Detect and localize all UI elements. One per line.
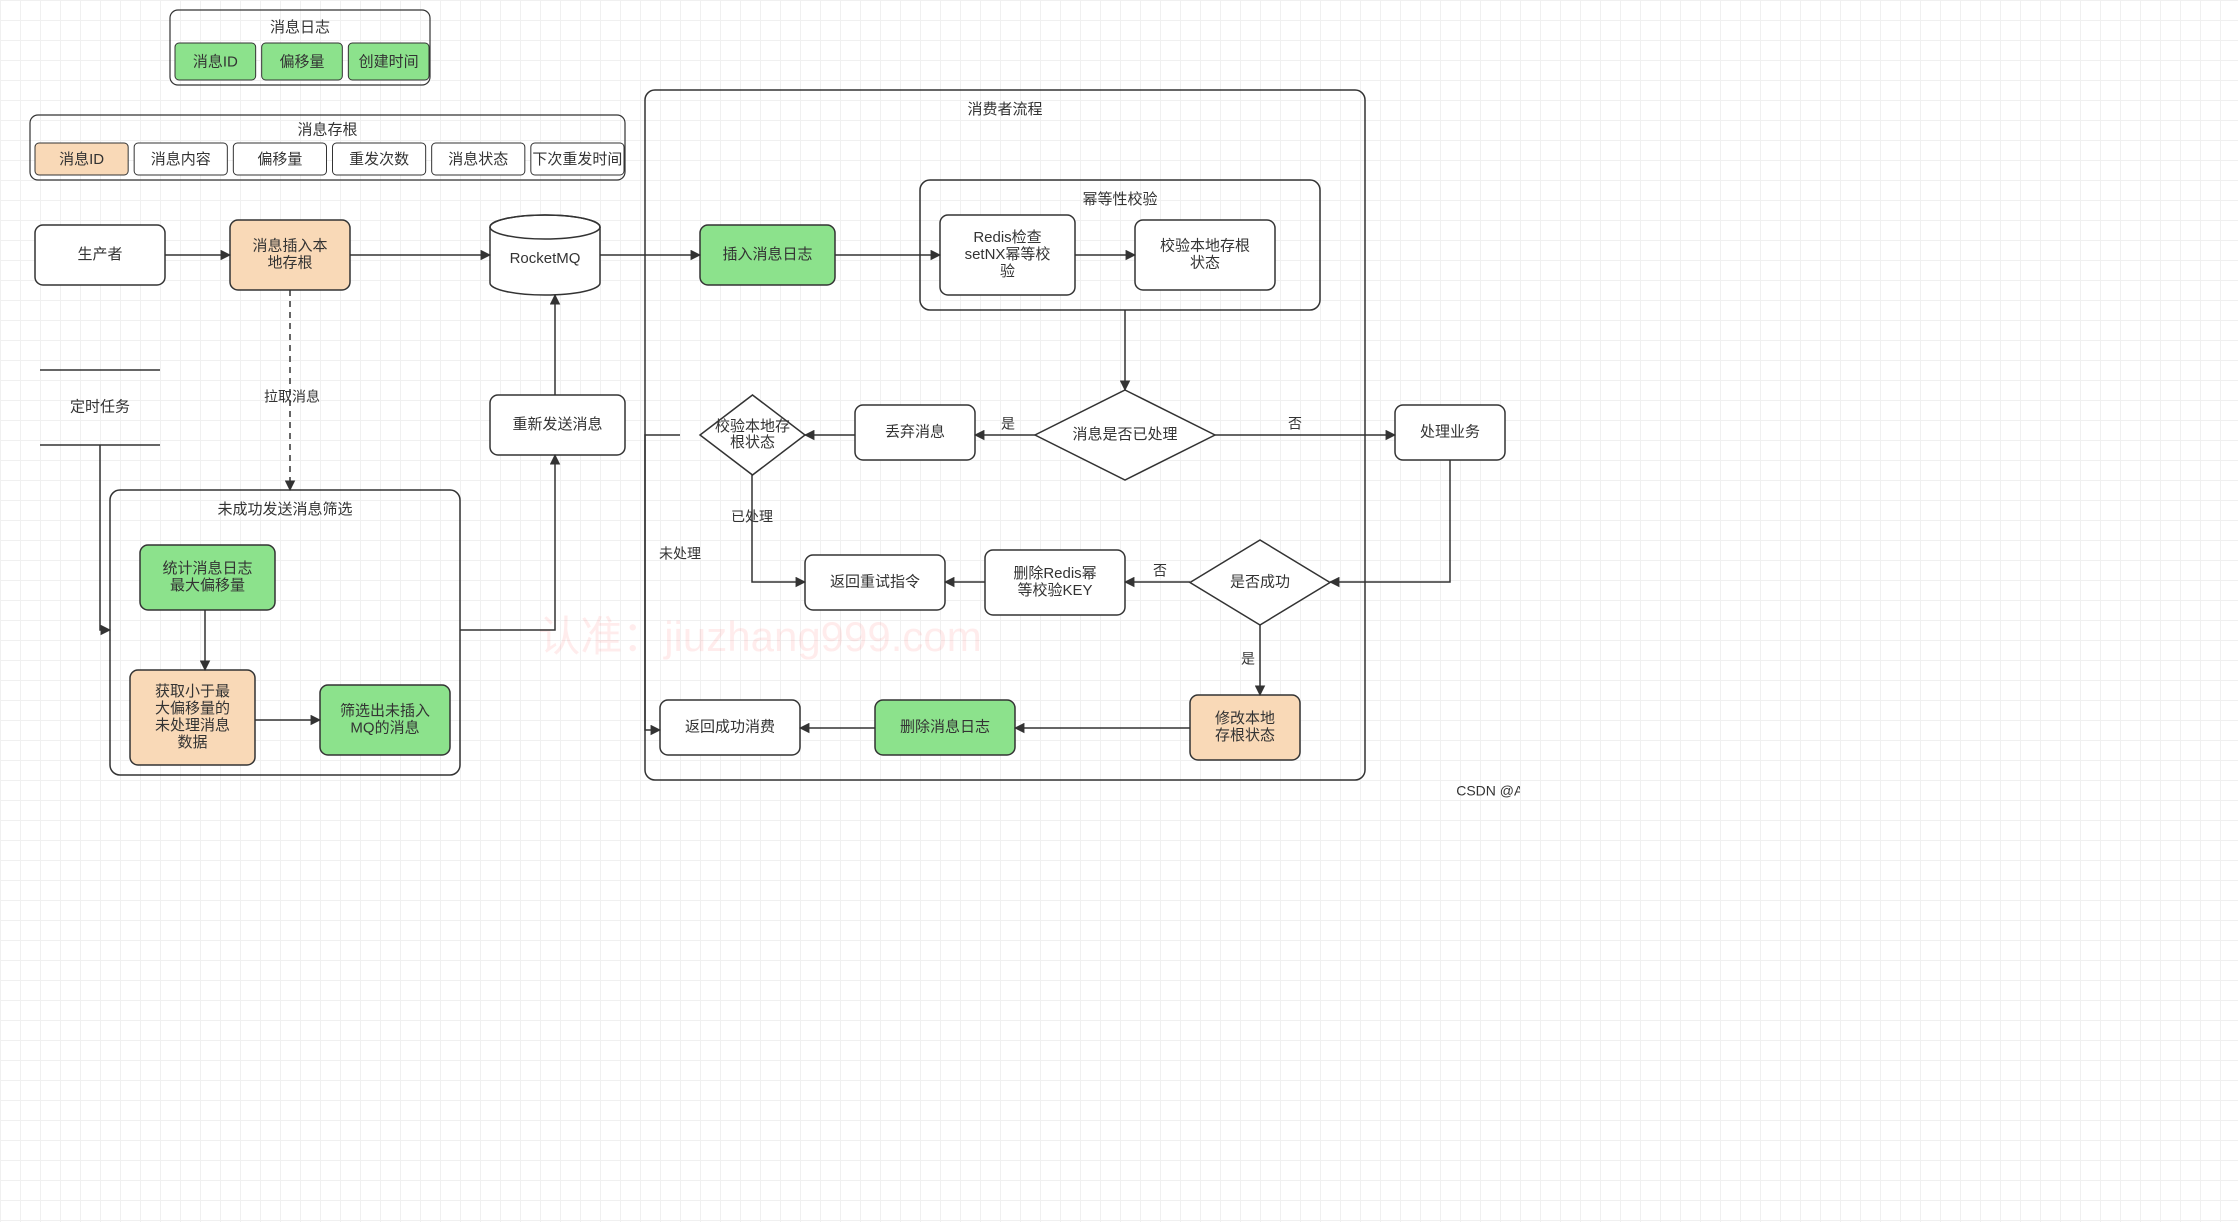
svg-text:setNX幂等校: setNX幂等校 <box>965 245 1051 263</box>
svg-text:获取小于最: 获取小于最 <box>155 683 230 700</box>
svg-text:丢弃消息: 丢弃消息 <box>885 423 945 440</box>
svg-text:根状态: 根状态 <box>730 434 775 451</box>
svg-text:定时任务: 定时任务 <box>70 398 130 415</box>
svg-text:MQ的消息: MQ的消息 <box>350 719 419 736</box>
table-cell-label: 消息ID <box>59 151 104 168</box>
edge-label: 否 <box>1288 416 1302 432</box>
edge <box>100 445 110 630</box>
svg-text:验: 验 <box>1000 263 1015 280</box>
svg-text:存根状态: 存根状态 <box>1215 727 1275 744</box>
svg-text:消息是否已处理: 消息是否已处理 <box>1072 426 1177 443</box>
container-label: 未成功发送消息筛选 <box>217 501 352 518</box>
svg-text:统计消息日志: 统计消息日志 <box>162 560 252 577</box>
edge <box>1330 460 1450 582</box>
edge-label: 是 <box>1001 416 1015 432</box>
svg-text:插入消息日志: 插入消息日志 <box>722 246 812 263</box>
svg-text:是否成功: 是否成功 <box>1230 573 1290 590</box>
table-cell-label: 消息ID <box>193 53 238 70</box>
svg-text:Redis检查: Redis检查 <box>973 229 1041 246</box>
flowchart-canvas: 认准：jiuzhang999.com 消费者流程幂等性校验未成功发送消息筛选 消息日… <box>0 0 1520 800</box>
svg-text:状态: 状态 <box>1190 254 1220 271</box>
table-title: 消息日志 <box>270 19 330 36</box>
svg-text:处理业务: 处理业务 <box>1420 423 1480 440</box>
svg-text:最大偏移量: 最大偏移量 <box>170 577 245 594</box>
edge-label: 已处理 <box>731 509 773 525</box>
edge-label: 未处理 <box>659 546 701 562</box>
svg-text:筛选出未插入: 筛选出未插入 <box>340 702 430 719</box>
footer-credit: CSDN @Allen-xs <box>1456 783 1520 799</box>
svg-text:生产者: 生产者 <box>77 246 122 263</box>
svg-text:校验本地存根: 校验本地存根 <box>1160 237 1250 254</box>
table-cell-label: 重发次数 <box>349 151 409 168</box>
edge <box>752 475 805 582</box>
table-cell-label: 创建时间 <box>359 53 419 70</box>
table-cell-label: 下次重发时间 <box>532 151 622 168</box>
svg-text:重新发送消息: 重新发送消息 <box>512 416 602 433</box>
svg-text:删除消息日志: 删除消息日志 <box>900 718 990 735</box>
svg-text:RocketMQ: RocketMQ <box>510 250 581 267</box>
svg-text:删除Redis幂: 删除Redis幂 <box>1013 565 1096 582</box>
edge-label: 否 <box>1153 563 1167 579</box>
table-cell-label: 消息状态 <box>448 151 508 168</box>
table-title: 消息存根 <box>297 121 357 138</box>
table-cell-label: 偏移量 <box>279 53 324 70</box>
table-cell-label: 消息内容 <box>151 151 211 168</box>
svg-text:认准：jiuzhang999.com: 认准：jiuzhang999.com <box>538 613 982 660</box>
svg-text:地存根: 地存根 <box>267 254 312 271</box>
svg-text:修改本地: 修改本地 <box>1215 710 1275 727</box>
svg-text:校验本地存: 校验本地存 <box>715 418 790 435</box>
svg-text:消息插入本: 消息插入本 <box>252 237 327 254</box>
edge <box>645 435 680 730</box>
container-label: 幂等性校验 <box>1082 190 1157 208</box>
container-label: 消费者流程 <box>967 101 1042 118</box>
table-cell-label: 偏移量 <box>257 151 302 168</box>
edge-label: 拉取消息 <box>264 389 320 405</box>
edge <box>460 455 555 630</box>
edge-label: 是 <box>1241 651 1255 667</box>
svg-text:数据: 数据 <box>177 734 207 751</box>
svg-text:大偏移量的: 大偏移量的 <box>155 700 230 717</box>
svg-text:等校验KEY: 等校验KEY <box>1017 581 1092 599</box>
svg-text:返回成功消费: 返回成功消费 <box>685 718 775 735</box>
svg-text:未处理消息: 未处理消息 <box>155 717 230 734</box>
svg-text:返回重试指令: 返回重试指令 <box>830 573 920 590</box>
